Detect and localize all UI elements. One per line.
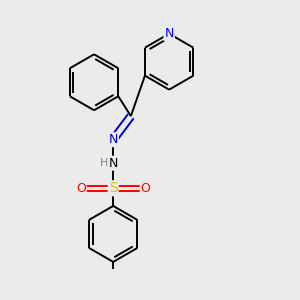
Text: H: H bbox=[100, 158, 108, 168]
Text: O: O bbox=[76, 182, 86, 195]
Text: N: N bbox=[109, 133, 118, 146]
Text: N: N bbox=[109, 157, 118, 170]
Text: N: N bbox=[164, 27, 174, 40]
Text: O: O bbox=[141, 182, 151, 195]
Text: S: S bbox=[109, 181, 118, 195]
